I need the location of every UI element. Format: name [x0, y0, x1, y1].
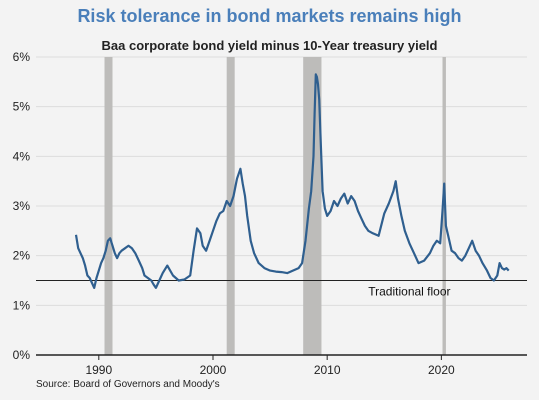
chart-subtitle: Baa corporate bond yield minus 10-Year t…: [101, 38, 438, 53]
y-tick-label: 3%: [13, 199, 31, 213]
x-tick-label: 2010: [314, 363, 341, 377]
traditional-floor-label: Traditional floor: [368, 285, 450, 299]
x-tick-label: 1990: [85, 363, 112, 377]
y-axis-ticks: 0% 1% 2% 3% 4% 5% 6%: [13, 50, 31, 362]
y-tick-label: 4%: [13, 149, 31, 163]
spread-series-line: [74, 73, 510, 289]
y-tick-label: 0%: [13, 348, 31, 362]
x-tick-label: 2020: [428, 363, 455, 377]
chart-title: Risk tolerance in bond markets remains h…: [77, 6, 462, 26]
x-axis-ticks: 1990 2000 2010 2020: [85, 355, 455, 377]
recession-band: [104, 57, 113, 355]
x-tick-label: 2000: [200, 363, 227, 377]
y-tick-label: 2%: [13, 249, 31, 263]
y-tick-label: 1%: [13, 298, 31, 312]
source-note: Source: Board of Governors and Moody's: [36, 379, 220, 390]
y-tick-label: 6%: [13, 50, 31, 64]
y-tick-label: 5%: [13, 100, 31, 114]
